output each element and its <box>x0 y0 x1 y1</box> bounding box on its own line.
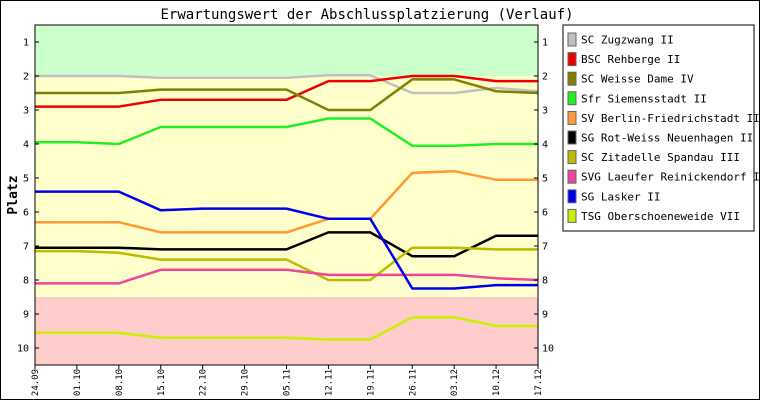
series-line-1 <box>35 74 538 108</box>
x-tick-label: 24.09 <box>31 369 41 396</box>
legend-label: TSG Oberschoeneweide VII <box>581 210 740 223</box>
x-tick-label: 08.10 <box>115 369 125 396</box>
y-tick-label-left: 8 <box>23 276 29 287</box>
y-tick-label-left: 4 <box>23 140 29 151</box>
y-tick-label-left: 6 <box>23 208 29 219</box>
legend-label: SG Rot-Weiss Neuenhagen II <box>581 132 753 145</box>
y-tick-label-right: 7 <box>542 242 548 253</box>
y-tick-label-left: 2 <box>23 72 29 83</box>
y-axis-label: Platz <box>6 175 21 214</box>
x-tick-label: 01.10 <box>73 369 83 396</box>
series-line-8 <box>35 190 538 290</box>
series-line-9 <box>35 316 538 341</box>
series-line-7 <box>35 268 539 285</box>
x-tick-label: 03.12 <box>450 369 460 396</box>
x-tick-label: 05.11 <box>283 369 293 396</box>
x-tick-label: 12.11 <box>324 369 334 396</box>
y-tick-label-right: 2 <box>542 72 548 83</box>
series-line-5 <box>35 231 538 258</box>
series-line-2 <box>35 78 539 112</box>
zone-band-0 <box>35 25 538 76</box>
legend-label: SC Zugzwang II <box>581 34 674 47</box>
series-line-6 <box>35 246 538 282</box>
legend-label: SC Zitadelle Spandau III <box>581 151 740 164</box>
y-tick-label-right: 5 <box>542 174 548 185</box>
legend-swatch <box>567 110 577 125</box>
y-tick-label-right: 10 <box>542 344 554 355</box>
legend-label: SC Weisse Dame IV <box>581 73 694 86</box>
zone-band-1 <box>35 76 538 297</box>
x-tick-label: 19.11 <box>366 369 376 396</box>
y-ticks-left: 1 2 3 4 5 6 7 8 9 10 <box>17 38 39 355</box>
legend-label: BSC Rehberge II <box>581 53 680 66</box>
x-tick-label: 29.10 <box>241 369 251 396</box>
legend-swatch <box>567 208 577 223</box>
legend-swatch <box>567 150 577 165</box>
legend-swatch <box>567 130 577 145</box>
y-ticks-right: 1 2 3 4 5 6 7 8 9 10 <box>534 38 554 355</box>
background-zones <box>35 25 538 365</box>
x-tick-label: 10.12 <box>492 369 502 396</box>
y-tick-label-right: 3 <box>542 106 548 117</box>
y-tick-label-right: 6 <box>542 208 548 219</box>
y-tick-label-left: 1 <box>23 38 29 49</box>
y-tick-label-right: 1 <box>542 38 548 49</box>
series-line-3 <box>35 117 538 147</box>
y-tick-label-left: 5 <box>23 174 29 185</box>
y-tick-label-right: 4 <box>542 140 548 151</box>
x-ticks: 24.09 01.10 08.10 15.10 22.10 29.10 05.11 12.11… <box>31 365 544 396</box>
legend-box <box>562 24 755 232</box>
legend-swatch <box>567 71 577 86</box>
legend-label: SG Lasker II <box>581 190 660 203</box>
x-tick-label: 26.11 <box>408 369 418 396</box>
series-line-0 <box>35 74 539 95</box>
legend-label: SVG Laeufer Reinickendorf II <box>581 171 760 184</box>
legend: SC Zugzwang II BSC Rehberge II SC Weisse D… <box>562 24 760 232</box>
legend-swatch <box>567 189 577 204</box>
chart-title: Erwartungswert der Abschlussplatzierung … <box>160 7 573 23</box>
series-layer <box>35 74 539 341</box>
series-line-4 <box>35 169 538 234</box>
y-tick-label-left: 3 <box>23 106 29 117</box>
y-tick-label-right: 8 <box>542 276 548 287</box>
x-tick-label: 17.12 <box>534 369 544 396</box>
legend-label: SV Berlin-Friedrichstadt II <box>581 112 760 125</box>
legend-label: Sfr Siemensstadt II <box>581 92 707 105</box>
y-tick-label-left: 7 <box>23 242 29 253</box>
y-tick-label-left: 10 <box>17 344 29 355</box>
zone-band-2 <box>35 297 538 365</box>
legend-swatch <box>567 169 577 184</box>
legend-swatch <box>567 91 577 106</box>
x-tick-label: 15.10 <box>157 369 167 396</box>
y-tick-label-right: 9 <box>542 310 548 321</box>
y-tick-label-left: 9 <box>23 310 29 321</box>
x-tick-label: 22.10 <box>199 369 209 396</box>
legend-swatch <box>567 52 577 67</box>
legend-swatch <box>567 32 577 47</box>
